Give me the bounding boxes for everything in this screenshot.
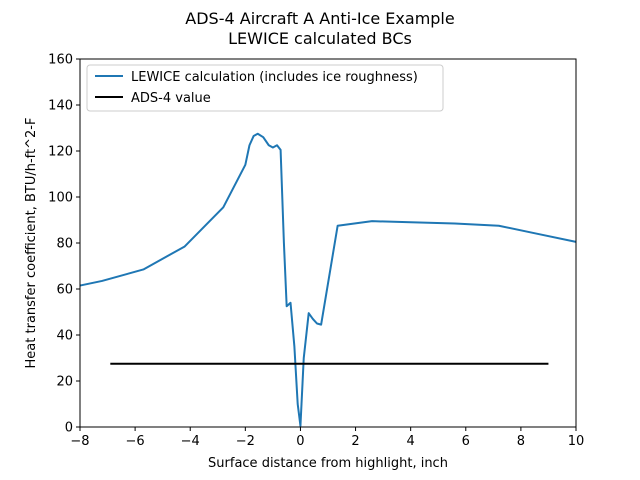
- x-tick-label: −4: [181, 434, 200, 449]
- x-tick-label: 10: [568, 434, 585, 449]
- x-tick-label: 0: [296, 434, 304, 449]
- legend-box: [86, 64, 444, 112]
- x-tick-label: 6: [462, 434, 470, 449]
- x-axis-label: Surface distance from highlight, inch: [208, 456, 448, 471]
- x-tick-label: 2: [351, 434, 359, 449]
- y-tick-label: 60: [56, 283, 73, 298]
- chart-title: ADS-4 Aircraft A Anti-Ice Example: [185, 9, 454, 28]
- y-tick-label: 20: [56, 375, 73, 390]
- y-tick-label: 140: [48, 99, 73, 114]
- x-tick-label: −2: [236, 434, 255, 449]
- x-axis-ticks: −8 −6 −4 −2 0 2 4 6 8 10: [70, 427, 584, 449]
- x-tick-label: −6: [126, 434, 145, 449]
- legend-label-ads4: ADS-4 value: [131, 91, 211, 106]
- x-tick-label: 8: [517, 434, 525, 449]
- y-tick-label: 80: [56, 237, 73, 252]
- chart-subtitle: LEWICE calculated BCs: [228, 29, 412, 48]
- y-tick-label: 40: [56, 329, 73, 344]
- legend-label-lewice: LEWICE calculation (includes ice roughne…: [131, 70, 418, 85]
- x-tick-label: −8: [70, 434, 89, 449]
- y-tick-label: 100: [48, 191, 73, 206]
- y-tick-label: 120: [48, 145, 73, 160]
- plot-frame: [79, 58, 577, 428]
- y-axis-label: Heat transfer coefficient, BTU/h-ft^2-F: [24, 118, 39, 369]
- series-layer: [79, 132, 577, 427]
- y-axis-ticks: 0 20 40 60 80 100 120 140 160: [48, 53, 80, 436]
- x-tick-label: 4: [407, 434, 415, 449]
- legend: LEWICE calculation (includes ice roughne…: [86, 64, 444, 112]
- y-tick-label: 160: [48, 53, 73, 68]
- series-line-lewice: [79, 132, 577, 427]
- y-tick-label: 0: [65, 421, 73, 436]
